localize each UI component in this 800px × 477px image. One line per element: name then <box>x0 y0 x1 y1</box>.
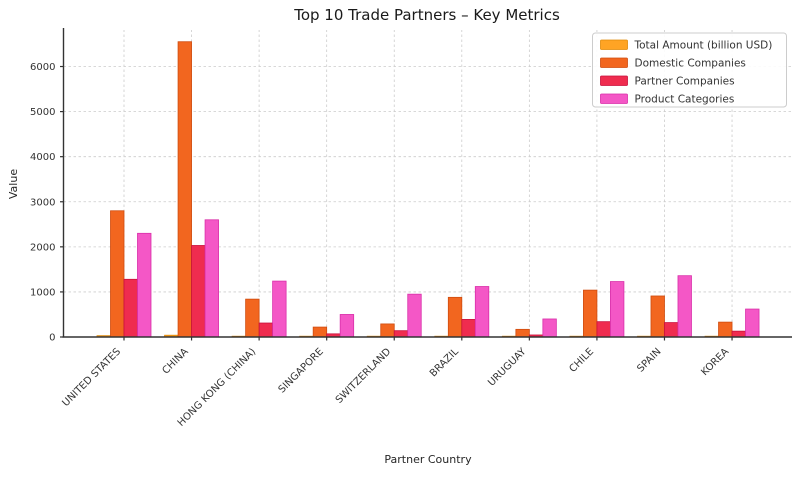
bar <box>177 41 192 338</box>
bar <box>407 293 422 338</box>
x-tick-label: KOREA <box>699 346 731 378</box>
bar <box>245 298 260 338</box>
bar <box>380 323 395 338</box>
x-axis-label: Partner Country <box>384 453 472 466</box>
bar <box>596 321 611 338</box>
x-tick-label: CHINA <box>160 346 190 376</box>
bar <box>650 295 665 338</box>
bar <box>312 326 328 338</box>
y-axis-label: Value <box>7 169 20 199</box>
bar <box>461 319 476 338</box>
y-tick-label: 1000 <box>30 287 55 298</box>
bar <box>583 289 598 338</box>
y-tick-label: 4000 <box>30 152 55 163</box>
bar <box>610 281 625 338</box>
legend-swatch <box>600 93 628 104</box>
bar <box>258 322 274 338</box>
y-tick-label: 0 <box>49 333 55 344</box>
axes <box>60 28 792 341</box>
bar <box>447 296 463 338</box>
legend-swatch <box>600 57 628 68</box>
bar <box>191 245 206 338</box>
chart-title: Top 10 Trade Partners – Key Metrics <box>293 6 560 24</box>
legend-box <box>592 32 787 108</box>
legend: Total Amount (billion USD) Domestic Compa… <box>592 32 787 108</box>
x-tick-label: CHILE <box>568 346 597 375</box>
bar <box>137 232 152 338</box>
bars <box>96 41 760 338</box>
x-tick-label: HONG KONG (CHINA) <box>176 346 259 429</box>
legend-entry-label: Product Categories <box>635 94 735 106</box>
tick-labels: 0 1000 2000 3000 4000 5000 6000 UNITED STATES CH… <box>30 62 731 429</box>
bar <box>718 321 733 338</box>
bar <box>664 322 679 338</box>
y-tick-label: 6000 <box>30 62 55 73</box>
x-tick-label: SINGAPORE <box>277 346 326 395</box>
x-tick-label: BRAZIL <box>428 346 461 379</box>
legend-entry-label: Partner Companies <box>635 76 735 88</box>
bar <box>542 318 557 338</box>
bar <box>393 330 409 338</box>
y-tick-label: 5000 <box>30 107 55 118</box>
bar <box>731 330 746 338</box>
legend-swatch <box>600 39 628 50</box>
x-tick-label: UNITED STATES <box>60 346 123 409</box>
bar <box>272 280 287 338</box>
x-tick-label: SPAIN <box>635 346 663 374</box>
y-tick-label: 2000 <box>30 242 55 253</box>
bar <box>123 278 138 338</box>
bar <box>745 308 760 338</box>
bar <box>474 286 490 338</box>
bar <box>204 219 219 338</box>
x-tick-label: SWITZERLAND <box>334 346 394 406</box>
bar <box>339 314 355 338</box>
bar <box>677 275 692 338</box>
legend-entry-label: Domestic Companies <box>635 58 746 70</box>
legend-swatch <box>600 75 628 86</box>
legend-entry-label: Total Amount (billion USD) <box>634 40 773 52</box>
x-tick-label: URUGUAY <box>486 346 529 389</box>
y-tick-label: 3000 <box>30 197 55 208</box>
bar <box>110 210 125 338</box>
bar <box>515 328 530 338</box>
